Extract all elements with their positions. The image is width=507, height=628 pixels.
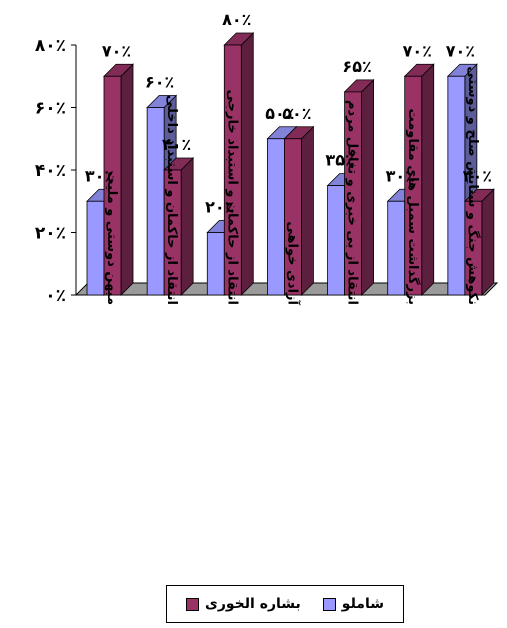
category-label: آزادی خواهی: [285, 221, 302, 305]
y-tick-label: ۴۰٪: [35, 161, 66, 181]
legend-swatch-shamlou: [322, 597, 336, 611]
data-label: ۳۰٪: [386, 166, 415, 185]
bar-side: [240, 32, 254, 296]
data-labels: ۳۰٪ ۷۰٪ ۶۰٪ ۴۰٪ ۲۰٪ ۸۰٪ ۵۰٪۵۰٪ ۳۵٪ ۶۵٪ ۳۰٪ ۷۰٪ ۷۰٪ ۳…: [85, 10, 492, 217]
data-label: ۳۵٪: [325, 151, 354, 170]
data-label: ۶۵٪: [342, 57, 371, 76]
bar: [403, 63, 435, 296]
bar-front: [327, 185, 345, 296]
bar-side: [120, 63, 134, 296]
bar-front: [344, 91, 362, 296]
legend-label-bashareh: بشاره الخوری: [205, 596, 301, 612]
bar-front: [387, 200, 406, 296]
category-label: انتقاد از حاکمان و استبداد خارجی: [224, 90, 239, 305]
data-label: ۷۰٪: [403, 41, 432, 60]
y-tick-label: ۲۰٪: [35, 224, 66, 244]
bar-front: [206, 232, 225, 296]
data-label: ۶۰٪: [145, 73, 174, 92]
bars: [86, 32, 495, 296]
category-label: بزرگداشت سمبل های مقاومت: [405, 109, 421, 306]
bar-front: [464, 200, 483, 296]
category-label: میهن دوستی و ملیت: [104, 171, 119, 305]
bar: [223, 32, 255, 296]
bar-side: [481, 188, 495, 296]
bar-front: [447, 75, 466, 296]
legend-swatch-bashareh: [186, 597, 200, 611]
category-label: انتقاد از بی خبری و تغافل مردم: [345, 100, 360, 305]
data-label: ۲۰٪: [205, 198, 234, 217]
data-label: ۵۰٪: [282, 104, 311, 123]
bar-front: [284, 138, 302, 296]
bar: [283, 125, 315, 296]
bar: [343, 78, 375, 296]
bar-front: [267, 138, 285, 296]
y-tick-label: ۰٪: [45, 286, 66, 306]
data-label: ۴۰٪: [162, 135, 191, 154]
category-labels: میهن دوستی و ملیت انتقاد از حاکمان و استب…: [104, 66, 481, 305]
category-label: نکوهش جنگ و ستایش صلح و دوستی: [465, 66, 481, 305]
bar-front: [163, 169, 182, 296]
data-label: ۷۰٪: [446, 41, 475, 60]
bar-side: [301, 125, 314, 296]
bar-front: [86, 200, 105, 296]
data-label: ۷۰٪: [102, 41, 131, 60]
y-tick-label: ۸۰٪: [35, 36, 66, 56]
bar-side: [180, 157, 194, 296]
data-label: ۳۰٪: [85, 166, 114, 185]
category-label: انتقاد از حاکمان و استبداد داخلی: [164, 95, 179, 305]
bar-front: [103, 75, 122, 296]
bar: [103, 63, 134, 296]
bar-side: [421, 63, 435, 296]
legend-item-shamlou: شاملو: [322, 596, 384, 612]
bar-front: [223, 44, 242, 296]
bar: [463, 188, 495, 296]
data-label: ۵۰٪: [265, 104, 294, 123]
y-tick-label: ۶۰٪: [35, 99, 66, 119]
legend-label-shamlou: شاملو: [341, 596, 384, 612]
bar-front: [404, 75, 423, 296]
bar-side: [361, 78, 374, 296]
bar: [163, 157, 195, 296]
legend: بشاره الخوری شاملو: [166, 585, 404, 623]
legend-item-bashareh: بشاره الخوری: [186, 596, 301, 612]
y-axis: ۰٪ ۲۰٪ ۴۰٪ ۶۰٪ ۸۰٪: [35, 36, 77, 306]
data-label: ۸۰٪: [222, 10, 251, 29]
data-label: ۳۰٪: [463, 166, 492, 185]
